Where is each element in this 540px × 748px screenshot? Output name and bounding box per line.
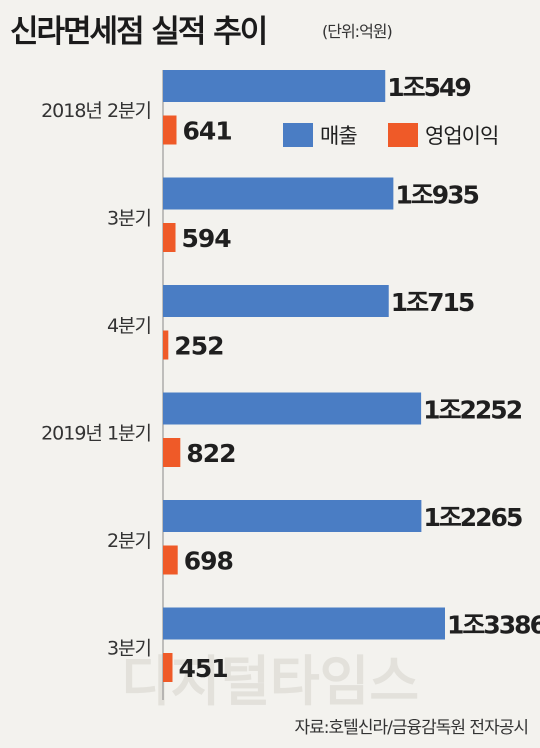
op-value-label: 641 <box>183 117 232 146</box>
sales-bar <box>163 607 445 640</box>
source-note: 자료:호텔신라/금융감독원 전자공시 <box>294 718 529 738</box>
legend-swatch-op <box>388 123 418 147</box>
sales-bar <box>163 392 422 425</box>
op-bar <box>163 330 169 360</box>
sales-value-label: 1조549 <box>387 73 470 102</box>
op-value-label: 822 <box>186 439 235 468</box>
op-value-label: 698 <box>184 547 233 576</box>
category-label: 3분기 <box>107 638 151 660</box>
op-bar <box>163 115 177 145</box>
sales-value-label: 1조2252 <box>423 396 522 425</box>
sales-value-label: 1조2265 <box>423 503 522 532</box>
sales-bar <box>163 70 386 102</box>
op-value-label: 451 <box>179 654 228 683</box>
op-bar <box>163 438 181 467</box>
unit-label: (단위:억원) <box>322 22 393 41</box>
op-value-label: 594 <box>182 224 232 253</box>
sales-value-label: 1조935 <box>395 181 478 210</box>
op-bar <box>163 223 176 252</box>
legend-label-sales: 매출 <box>320 124 357 148</box>
chart-title: 신라면세점 실적 추이 <box>10 14 268 50</box>
legend-swatch-sales <box>283 123 313 147</box>
category-label: 2분기 <box>107 530 151 552</box>
op-value-label: 252 <box>174 332 223 361</box>
sales-value-label: 1조3386 <box>447 611 540 640</box>
category-label: 3분기 <box>107 208 151 230</box>
sales-value-label: 1조715 <box>391 288 474 317</box>
category-label: 2018년 2분기 <box>41 100 151 122</box>
sales-bar <box>163 177 394 210</box>
legend-label-op: 영업이익 <box>425 124 498 148</box>
sales-bar <box>163 285 389 317</box>
category-label: 2019년 1분기 <box>41 423 151 445</box>
op-bar <box>163 545 178 575</box>
sales-bar <box>163 500 422 532</box>
op-bar <box>163 653 173 682</box>
category-label: 4분기 <box>107 315 151 337</box>
